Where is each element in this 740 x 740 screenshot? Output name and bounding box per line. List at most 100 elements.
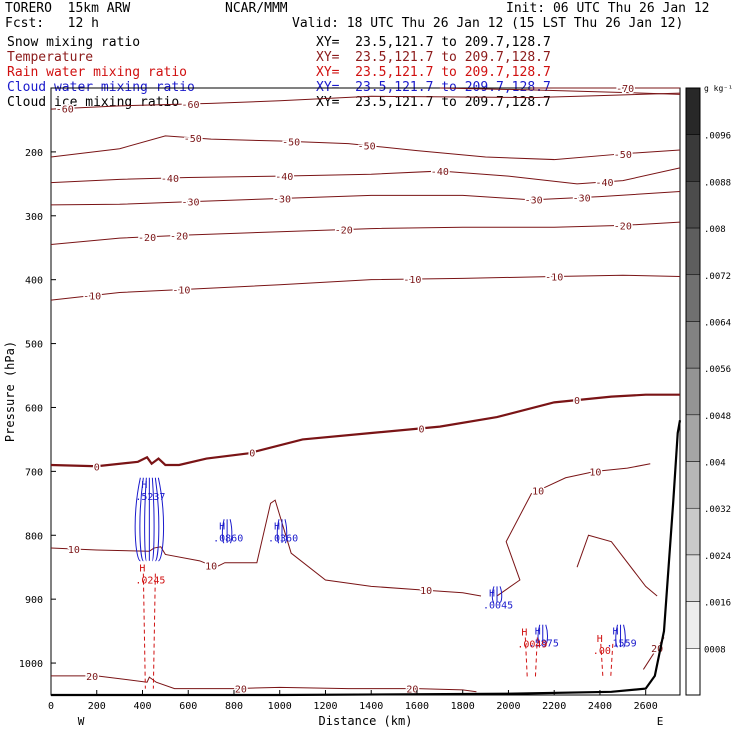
colorbar-tick-label: .0088 [704, 178, 731, 188]
cloud-water-contour [144, 477, 147, 562]
temperature-contour [50, 393, 680, 468]
colorbar-segment [685, 367, 701, 416]
contour-label: 10 [589, 467, 601, 478]
contour-label: -20 [335, 226, 353, 237]
cloud-water-contour [229, 519, 233, 544]
y-axis-label: Pressure (hPa) [3, 341, 17, 442]
contour-label: -70 [616, 84, 634, 95]
colorbar-segment [685, 321, 701, 369]
colorbar-unit: g kg⁻¹ [704, 84, 733, 93]
temperature-contour [576, 534, 658, 597]
x-tick-label: 2600 [634, 701, 658, 712]
contour-label: -10 [172, 286, 190, 297]
colorbar-tick-label: 0008 [704, 645, 726, 655]
contour-label: 20 [86, 672, 98, 683]
contour-label: 0 [419, 424, 425, 435]
x-tick-label: 2400 [588, 701, 612, 712]
contour-label: -30 [273, 194, 291, 205]
cloud-water-high-marker: H [219, 521, 225, 532]
x-tick-label: 200 [88, 701, 106, 712]
field-xy-range: XY= 23.5,121.7 to 209.7,128.7 [316, 65, 551, 80]
rain-water-high-marker: H [521, 627, 527, 638]
temperature-contour [50, 274, 681, 301]
org-label: NCAR/MMM [225, 1, 288, 16]
contour-label: 10 [68, 545, 80, 556]
x-tick-label: 1600 [405, 701, 429, 712]
colorbar-tick-label: .0064 [704, 318, 731, 328]
contour-label: -60 [181, 100, 199, 111]
cloud-water-contour [615, 624, 619, 648]
x-tick-label: 2000 [496, 701, 520, 712]
y-tick-label: 900 [25, 595, 43, 606]
colorbar-tick-label: .0024 [704, 552, 731, 562]
contour-label: -40 [161, 174, 179, 185]
cloud-water-contour [499, 586, 503, 603]
y-tick-label: 700 [25, 467, 43, 478]
contour-label: -10 [403, 275, 421, 286]
cloud-water-high-marker: H [274, 521, 280, 532]
model-title: TORERO 15km ARW [5, 1, 131, 16]
x-tick-label: 1400 [359, 701, 383, 712]
contour-label: -10 [83, 292, 101, 303]
contour-label: -50 [614, 150, 632, 161]
temperature-contour [496, 463, 651, 597]
contour-label: -40 [275, 172, 293, 183]
cloud-water-high-marker: H [613, 627, 619, 638]
contour-label: -50 [358, 141, 376, 152]
contour-label: 0 [574, 396, 580, 407]
cloud-water-contour [284, 519, 288, 544]
colorbar-tick-label: .004 [704, 459, 726, 469]
contour-label: -20 [138, 233, 156, 244]
cloud-water-value: .0045 [483, 600, 513, 611]
contour-label: 10 [420, 586, 432, 597]
contour-label: -30 [525, 196, 543, 207]
x-tick-label: 800 [225, 701, 243, 712]
header: TORERO 15km ARW NCAR/MMM Init: 06 UTC Th… [0, 0, 740, 120]
colorbar-segment [685, 134, 701, 182]
cloud-water-contour [545, 624, 548, 645]
cloud-water-contour [537, 624, 541, 645]
temperature-contour [439, 87, 681, 95]
cloud-water-contour [154, 477, 160, 562]
cloud-water-contour [151, 477, 155, 562]
field-label: Snow mixing ratio [7, 35, 141, 50]
y-tick-label: 400 [25, 276, 43, 287]
colorbar-tick-label: .0016 [704, 599, 731, 609]
colorbar-segment [685, 227, 701, 276]
colorbar-tick-label: .0032 [704, 505, 731, 515]
cloud-water-contour [623, 624, 626, 648]
cloud-water-contour [157, 477, 165, 562]
field-label: Temperature [7, 50, 94, 65]
contour-label: -50 [282, 137, 300, 148]
colorbar-segment [685, 554, 701, 602]
cloud-water-value: .0860 [213, 533, 243, 544]
colorbar-segment [685, 181, 701, 229]
cloud-water-value: .5875 [529, 639, 559, 650]
y-tick-label: 800 [25, 531, 43, 542]
x-end-label-right: E [657, 715, 664, 728]
contour-label: 20 [235, 684, 247, 695]
rain-water-value: .00 [593, 646, 611, 657]
cloud-water-contour [134, 477, 141, 562]
field-xy-range: XY= 23.5,121.7 to 209.7,128.7 [316, 95, 551, 110]
colorbar-tick-label: .0056 [704, 365, 731, 375]
contour-label: -50 [184, 134, 202, 145]
contour-label: -20 [170, 231, 188, 242]
cloud-water-contour [221, 519, 225, 544]
x-tick-label: 400 [133, 701, 151, 712]
colorbar-frame [685, 87, 701, 696]
cloud-water-high-marker: H [535, 627, 541, 638]
x-tick-label: 0 [48, 701, 54, 712]
y-tick-label: 600 [25, 403, 43, 414]
colorbar-segment [685, 87, 701, 135]
colorbar-segment [685, 274, 701, 322]
rain-water-contour [600, 643, 614, 676]
cloud-water-high-marker: H [489, 588, 495, 599]
colorbar-tick-label: .0072 [704, 272, 731, 282]
field-label: Rain water mixing ratio [7, 65, 188, 80]
contour-label: -10 [545, 272, 563, 283]
contour-label: -30 [573, 193, 591, 204]
cloud-water-high-marker: H [141, 480, 147, 491]
field-xy-range: XY= 23.5,121.7 to 209.7,128.7 [316, 50, 551, 65]
x-end-label-left: W [78, 715, 85, 728]
